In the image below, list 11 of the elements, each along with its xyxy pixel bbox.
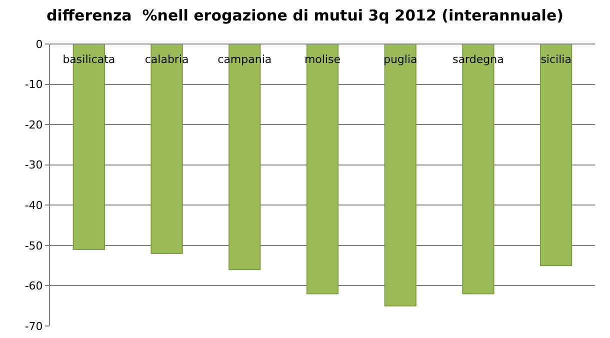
y-tick-label: -60	[24, 280, 43, 293]
y-tick-label: -50	[24, 239, 43, 252]
chart-title: differenza %nell erogazione di mutui 3q 2012 (interannuale)	[46, 6, 564, 25]
y-tick-label: -10	[24, 78, 43, 92]
y-tick-label: 0	[36, 38, 43, 51]
x-tick-label: sicilia	[540, 53, 572, 66]
y-tick-label: -20	[24, 118, 43, 132]
y-tick-label: -30	[24, 158, 43, 172]
y-tick-label: -40	[24, 198, 43, 212]
y-tick-label: -70	[24, 320, 43, 333]
x-tick-label: puglia	[383, 53, 418, 66]
